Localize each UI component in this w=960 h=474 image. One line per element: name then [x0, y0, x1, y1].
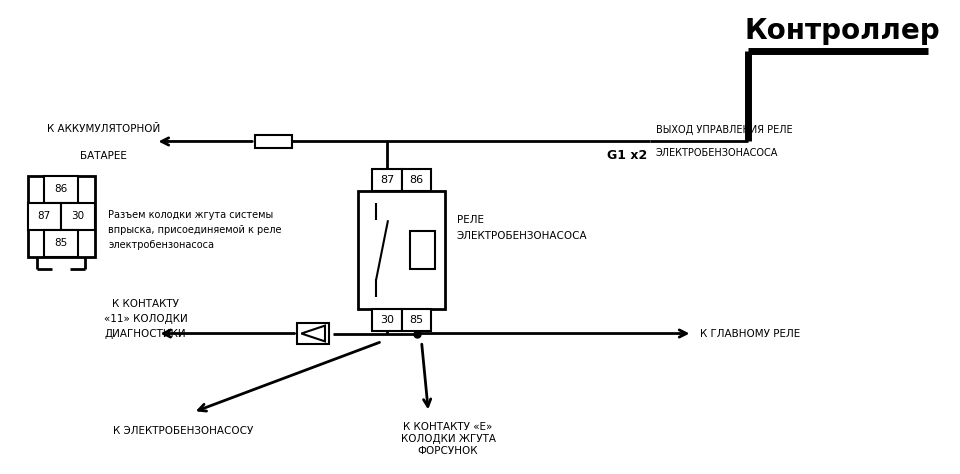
- Text: 85: 85: [410, 315, 423, 325]
- Bar: [44, 230, 78, 257]
- Text: 86: 86: [55, 184, 68, 194]
- Text: ЭЛЕКТРОБЕНЗОНАСОСА: ЭЛЕКТРОБЕНЗОНАСОСА: [457, 231, 588, 241]
- Text: 85: 85: [55, 238, 68, 248]
- Text: впрыска, присоединяемой к реле: впрыска, присоединяемой к реле: [108, 225, 282, 235]
- Text: 86: 86: [410, 175, 423, 185]
- Text: КОЛОДКИ ЖГУТА: КОЛОДКИ ЖГУТА: [400, 434, 495, 444]
- Text: К ЭЛЕКТРОБЕНЗОНАСОСУ: К ЭЛЕКТРОБЕНЗОНАСОСУ: [113, 426, 253, 436]
- Text: ВЫХОД УПРАВЛЕНИЯ РЕЛЕ: ВЫХОД УПРАВЛЕНИЯ РЕЛЕ: [656, 125, 793, 135]
- Bar: [402, 309, 431, 330]
- Bar: [28, 176, 94, 257]
- Text: ФОРСУНОК: ФОРСУНОК: [418, 446, 478, 456]
- Text: 87: 87: [380, 175, 395, 185]
- Bar: [28, 203, 61, 230]
- Bar: [402, 169, 431, 191]
- Text: 30: 30: [71, 211, 84, 221]
- Text: G1 x2: G1 x2: [607, 149, 647, 163]
- Text: электробензонасоса: электробензонасоса: [108, 240, 214, 250]
- Text: К ГЛАВНОМУ РЕЛЕ: К ГЛАВНОМУ РЕЛЕ: [700, 328, 801, 338]
- Bar: [372, 309, 402, 330]
- Text: ЭЛЕКТРОБЕНЗОНАСОСА: ЭЛЕКТРОБЕНЗОНАСОСА: [656, 148, 779, 158]
- Text: ДИАГНОСТИКИ: ДИАГНОСТИКИ: [105, 328, 186, 338]
- Bar: [44, 176, 78, 203]
- Bar: [298, 323, 329, 344]
- Bar: [410, 231, 435, 268]
- Text: К КОНТАКТУ «Е»: К КОНТАКТУ «Е»: [403, 422, 492, 432]
- Bar: [372, 169, 402, 191]
- Text: Разъем колодки жгута системы: Разъем колодки жгута системы: [108, 210, 274, 220]
- Text: 30: 30: [380, 315, 394, 325]
- Polygon shape: [301, 326, 325, 341]
- Text: «11» КОЛОДКИ: «11» КОЛОДКИ: [104, 314, 187, 324]
- Text: БАТАРЕЕ: БАТАРЕЕ: [80, 151, 127, 161]
- Text: РЕЛЕ: РЕЛЕ: [457, 215, 484, 225]
- Bar: [358, 191, 445, 309]
- Text: К АККУМУЛЯТОРНОЙ: К АККУМУЛЯТОРНОЙ: [47, 124, 160, 134]
- Text: К КОНТАКТУ: К КОНТАКТУ: [112, 299, 180, 309]
- Bar: [255, 135, 293, 148]
- Text: 87: 87: [37, 211, 51, 221]
- Text: Контроллер: Контроллер: [744, 17, 940, 45]
- Bar: [61, 203, 94, 230]
